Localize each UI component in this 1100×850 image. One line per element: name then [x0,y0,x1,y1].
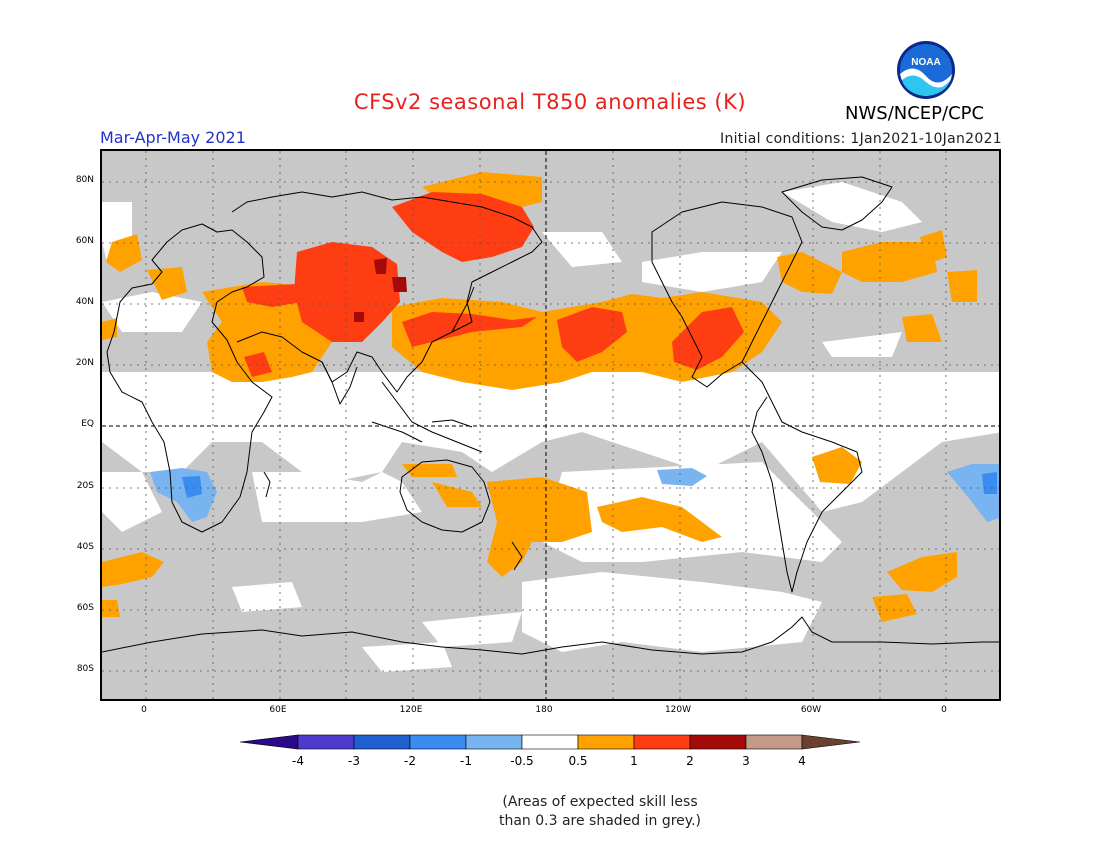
initial-conditions: Initial conditions: 1Jan2021-10Jan2021 [720,131,1002,147]
colorbar-tick: -1 [460,754,472,768]
colorbar-segment-neutral [521,734,579,750]
cool-anomaly-neg1-neg2 [182,472,997,498]
colorbar-arrow-low [239,734,299,750]
colorbar-tick: -2 [404,754,416,768]
colorbar-segment-05-1 [577,734,635,750]
forecast-period: Mar-Apr-May 2021 [100,128,246,147]
lon-label-120e: 120E [399,705,423,715]
colorbar-tick: -4 [292,754,304,768]
colorbar-arrow-high [801,734,861,750]
warm-anomaly-2-3 [354,258,407,322]
colorbar-tick: -0.5 [510,754,534,768]
lon-label-180: 180 [535,705,553,715]
colorbar-segment-neg4-neg3 [297,734,355,750]
noaa-logo-icon: NOAA [896,40,956,100]
lat-label-80n: 80N [75,175,94,185]
lon-label-60e: 60E [269,705,287,715]
anomaly-map [100,149,1001,701]
lon-label-0-right: 0 [941,705,947,715]
agency-label: NWS/NCEP/CPC [845,103,985,124]
lat-label-eq: EQ [81,419,94,429]
skill-note: (Areas of expected skill less than 0.3 a… [420,793,780,831]
chart-title: CFSv2 seasonal T850 anomalies (K) [353,90,747,114]
lat-label-40s: 40S [76,542,94,552]
warm-anomaly-1-2 [242,192,744,377]
colorbar-segment-neg2-neg1 [409,734,467,750]
colorbar-tick: 4 [798,754,806,768]
colorbar-tick: 0.5 [568,754,588,768]
svg-text:NOAA: NOAA [911,57,940,68]
colorbar-segment-neg1-neg05 [465,734,523,750]
lon-label-0-left: 0 [141,705,147,715]
colorbar-segment-neg3-neg2 [353,734,411,750]
graticule [102,151,999,699]
colorbar-tick: 3 [742,754,750,768]
lat-label-60s: 60S [76,603,94,613]
colorbar-tick: 2 [686,754,694,768]
reference-lines [102,151,999,699]
skill-note-line2: than 0.3 are shaded in grey.) [498,813,701,829]
lon-label-60w: 60W [800,705,822,715]
colorbar [239,734,861,754]
colorbar-segment-2-3 [689,734,747,750]
lat-label-60n: 60N [75,236,94,246]
skill-note-line1: (Areas of expected skill less [502,794,698,810]
lon-label-120w: 120W [664,705,692,715]
lat-label-40n: 40N [75,297,94,307]
colorbar-tick: -3 [348,754,360,768]
lat-label-20n: 20N [75,358,94,368]
lat-label-80s: 80S [76,664,94,674]
colorbar-segment-1-2 [633,734,691,750]
lat-label-20s: 20S [76,481,94,491]
colorbar-segment-3-4 [745,734,803,750]
coastlines [102,176,999,655]
colorbar-tick: 1 [630,754,638,768]
